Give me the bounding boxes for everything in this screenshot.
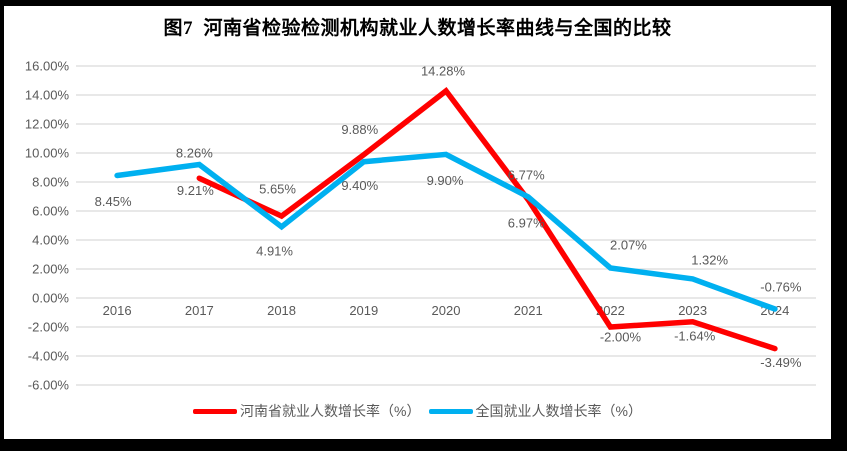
data-label-henan-2018: 5.65% xyxy=(259,182,296,197)
data-label-henan-2021: 6.77% xyxy=(508,167,545,182)
x-axis-category-label: 2016 xyxy=(103,303,132,318)
y-axis-tick-label: 2.00% xyxy=(32,262,69,277)
x-axis-category-label: 2023 xyxy=(678,303,707,318)
y-axis-tick-label: 8.00% xyxy=(32,175,69,190)
data-label-national-2022: 2.07% xyxy=(610,237,647,252)
x-axis-category-label: 2020 xyxy=(432,303,461,318)
y-axis-tick-label: 4.00% xyxy=(32,233,69,248)
data-label-henan-2017: 8.26% xyxy=(176,146,213,161)
data-label-national-2017: 9.21% xyxy=(177,183,214,198)
legend-label-henan: 河南省就业人数增长率（%） xyxy=(240,403,421,419)
y-axis-tick-label: -6.00% xyxy=(28,378,70,393)
data-label-henan-2023: -1.64% xyxy=(674,328,716,343)
series-line-national xyxy=(114,151,778,312)
series-line-henan xyxy=(196,87,778,352)
y-axis-tick-label: 10.00% xyxy=(25,146,70,161)
y-axis-tick-label: 6.00% xyxy=(32,204,69,219)
legend-label-national: 全国就业人数增长率（%） xyxy=(475,403,642,419)
x-axis-category-label: 2021 xyxy=(514,303,543,318)
data-label-national-2018: 4.91% xyxy=(256,243,293,258)
y-axis-tick-label: -4.00% xyxy=(28,349,70,364)
legend-swatch-national-line xyxy=(428,408,473,414)
data-label-national-2024: -0.76% xyxy=(760,280,802,295)
y-axis-tick-label: 16.00% xyxy=(25,59,70,74)
x-axis-category-label: 2018 xyxy=(267,303,296,318)
chart-title: 图7 河南省检验检测机构就业人数增长率曲线与全国的比较 xyxy=(163,18,672,39)
x-axis-category-label: 2017 xyxy=(185,303,214,318)
data-label-henan-2024: -3.49% xyxy=(760,355,802,370)
y-axis-tick-label: 0.00% xyxy=(32,291,69,306)
legend: 河南省就业人数增长率（%） 全国就业人数增长率（%） xyxy=(4,401,831,421)
data-label-national-2021: 6.97% xyxy=(508,215,545,230)
data-label-national-2023: 1.32% xyxy=(691,252,728,267)
data-label-national-2016: 8.45% xyxy=(95,194,132,209)
data-label-henan-2022: -2.00% xyxy=(600,330,642,345)
legend-item-national: 全国就业人数增长率（%） xyxy=(428,401,642,421)
chart-canvas: 16.00% 14.00% 12.00% 10.00% 8.00% 6.00% 4.00% 2… xyxy=(25,59,816,393)
y-axis-tick-label: 14.00% xyxy=(25,88,70,103)
y-axis-tick-label: -2.00% xyxy=(28,320,70,335)
legend-swatch-henan-line xyxy=(193,408,238,414)
data-label-national-2020: 9.90% xyxy=(427,173,464,188)
data-label-national-2019: 9.40% xyxy=(341,178,378,193)
legend-item-henan: 河南省就业人数增长率（%） xyxy=(193,401,421,421)
data-label-henan-2020: 14.28% xyxy=(421,63,466,78)
y-axis-tick-label: 12.00% xyxy=(25,117,70,132)
x-axis-category-label: 2019 xyxy=(349,303,378,318)
data-label-henan-2019: 9.88% xyxy=(341,122,378,137)
